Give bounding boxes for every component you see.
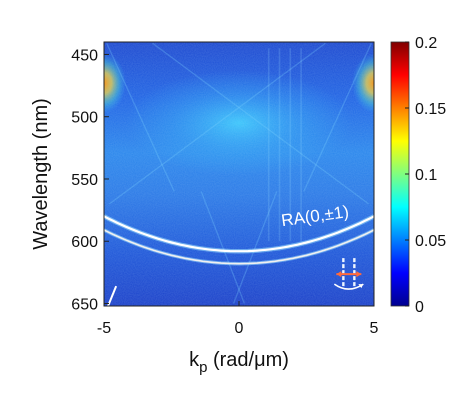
diffraction-line [303, 42, 372, 192]
colorbar-tick-label: 0.2 [415, 35, 437, 52]
y-tick-label: 650 [71, 297, 98, 314]
x-tick-label: -5 [97, 320, 111, 337]
colorbar-ticks: 0 0.05 0.1 0.15 0.2 [405, 35, 446, 316]
polarization-icon [107, 258, 364, 306]
plot-area [104, 42, 374, 306]
diffraction-line [232, 191, 278, 304]
x-axis-label-unit: (rad/μm) [207, 349, 289, 371]
x-axis-ticks: -5 0 5 [97, 301, 379, 337]
diffraction-line [109, 42, 326, 205]
y-tick-label: 600 [71, 234, 98, 251]
hotspot-right [352, 53, 374, 114]
hotspot-left [104, 53, 126, 114]
x-tick-label: 5 [370, 320, 379, 337]
y-tick-label: 500 [71, 110, 98, 127]
heatmap-noise [104, 42, 374, 306]
x-axis-label-main: k [189, 349, 200, 371]
x-axis-label: kp (rad/μm) [189, 349, 289, 376]
diffraction-lines [106, 42, 372, 304]
corner-streak [107, 285, 118, 306]
ra-curve [104, 215, 374, 253]
y-tick-label: 450 [71, 47, 98, 64]
x-axis-label-sub: p [199, 359, 207, 376]
y-axis-label: Wavelength (nm) [30, 98, 52, 250]
colorbar-tick-label: 0 [415, 299, 424, 316]
y-tick-label: 550 [71, 172, 98, 189]
diffraction-line [106, 42, 175, 192]
vertical-streaks [267, 48, 302, 242]
colorbar-tick-label: 0.15 [415, 101, 446, 118]
ra-curve [104, 229, 374, 265]
x-tick-label: 0 [235, 320, 244, 337]
rayleigh-anomaly-curves [104, 214, 374, 266]
pol-rotation-head [358, 284, 364, 289]
y-axis-ticks: 450 500 550 600 650 [71, 47, 109, 314]
diffraction-line [200, 191, 246, 304]
colorbar-tick-label: 0.05 [415, 233, 446, 250]
pol-arrow-heads [336, 271, 362, 278]
colorbar-tick-label: 0.1 [415, 167, 437, 184]
diffraction-line [152, 42, 369, 205]
